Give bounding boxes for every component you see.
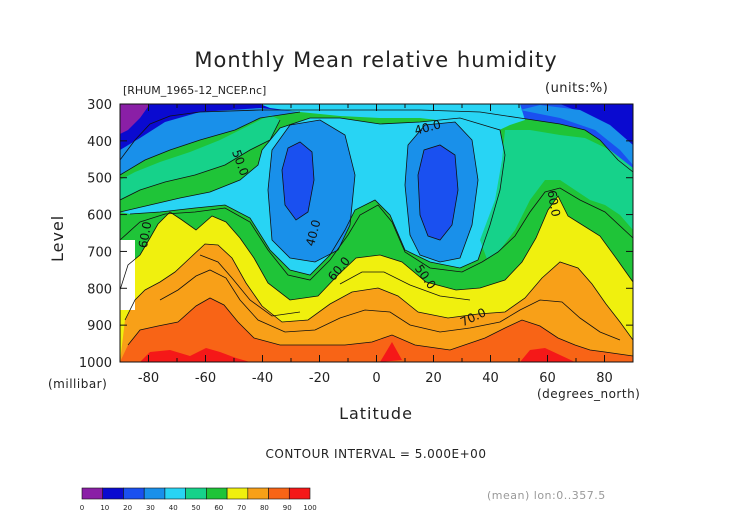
colorbar-tick-label: 70 [237,504,246,512]
colorbar-swatch [268,487,290,500]
y-tick-label: 800 [87,282,112,297]
band-darkblue-10 [120,104,320,156]
contour-interval-text: CONTOUR INTERVAL = 5.000E+00 [265,447,487,461]
contour-fill-bands [120,104,633,362]
colorbar-swatch [123,487,145,500]
band-blue-core-north [418,145,458,240]
colorbar-tick-label: 90 [283,504,292,512]
colorbar-tick-label: 40 [169,504,178,512]
x-tick-label: -20 [309,371,330,386]
band-darkblue-east [560,104,633,150]
colorbar-swatch [143,487,166,500]
x-tick-label: 0 [372,371,380,386]
x-tick-label: -40 [252,371,273,386]
x-tick-label: 80 [596,371,613,386]
y-tick-label: 400 [87,135,112,150]
colorbar-swatch [206,487,228,500]
x-tick-label: -80 [138,371,159,386]
chart-title: Monthly Mean relative humidity [194,48,558,72]
y-tick-label: 300 [87,98,112,113]
y-tick-label: 600 [87,209,112,224]
colorbar-tick-label: 0 [80,504,84,512]
mean-note: (mean) lon:0..357.5 [487,489,606,502]
colorbar-tick-label: 20 [123,504,132,512]
colorbar-tick-label: 50 [192,504,201,512]
contour-label: 40.0 [413,117,442,137]
colorbar-swatch [247,487,269,500]
x-tick-label: -60 [195,371,216,386]
band-red [140,342,575,362]
colorbar-swatch [81,487,104,500]
missing-data-mask [120,240,135,310]
colorbar-swatch [185,487,207,500]
colorbar-tick-label: 10 [100,504,109,512]
x-tick-label: 40 [482,371,499,386]
band-darkorange [120,298,633,362]
x-axis-label: Latitude [339,404,413,423]
contour-label: 40.0 [303,218,323,247]
band-blue-core-south [282,142,314,220]
y-axis-unit: (millibar) [48,377,108,391]
contour-label: 60.0 [136,220,154,249]
colorbar-swatch [102,487,124,500]
x-axis: -80 -60 -40 -20 0 20 40 60 80 [119,104,634,386]
y-tick-label: 700 [87,245,112,260]
contour-label: 60.0 [544,189,562,218]
band-purple-0 [120,104,150,134]
contour-lines [120,109,633,357]
x-tick-label: 20 [425,371,442,386]
colorbar-swatch [226,487,249,500]
band-lightblue-upper [120,108,300,175]
band-green-mid [120,115,280,200]
units-label: (units:%) [545,81,609,96]
band-lightblue-east [520,105,633,165]
y-tick-label: 900 [87,319,112,334]
x-axis-unit: (degrees_north) [537,387,641,401]
colorbar-tick-label: 30 [146,504,155,512]
colorbar-tick-label: 60 [214,504,223,512]
colorbar-swatch [164,487,186,500]
y-tick-label: 500 [87,172,112,187]
colorbar-tick-label: 80 [260,504,269,512]
colorbar-swatch [288,487,311,500]
colorbar-tick-label: 100 [303,504,316,512]
x-tick-label: 60 [539,371,556,386]
band-green-north [480,130,633,262]
y-tick-label: 1000 [79,356,112,371]
file-label: [RHUM_1965-12_NCEP.nc] [123,84,267,97]
y-axis: 300 400 500 600 700 800 900 1000 [79,98,633,371]
colorbar: 0 10 20 30 40 50 60 70 80 90 100 [80,487,317,512]
